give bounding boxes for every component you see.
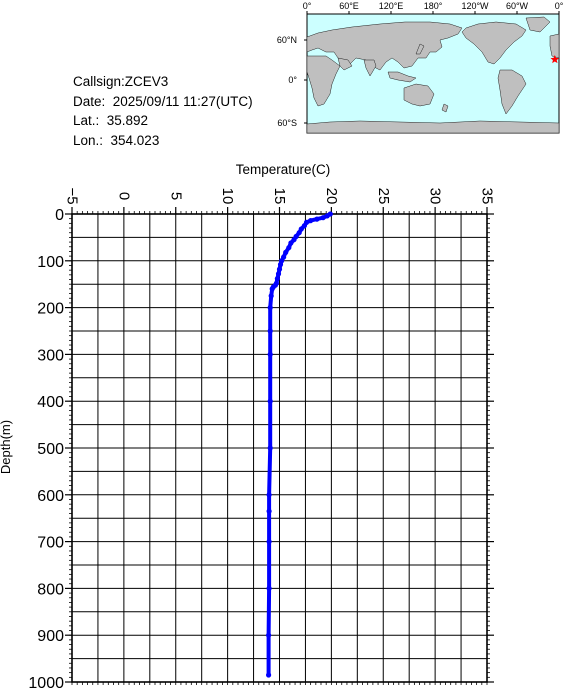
y-tick-label: 400 (37, 394, 64, 411)
temperature-point (268, 293, 274, 299)
y-axis-label: Depth(m) (0, 420, 13, 474)
landmass-south-america (497, 69, 527, 115)
temperature-point (277, 261, 284, 268)
landmass-africa (306, 55, 341, 107)
x-axis-label: Temperature(C) (236, 162, 331, 177)
x-tick-label: 35 (479, 188, 496, 205)
world-map: 0° 60°E 120°E 180° 120°W 60°W 0° 60°N 0° 60°S (277, 1, 564, 134)
map-lon-label: 60°W (506, 1, 529, 11)
landmass-australia (403, 83, 435, 107)
landmass-north-america (461, 21, 527, 65)
map-landmasses (306, 16, 560, 134)
temperature-point (288, 240, 294, 246)
y-tick-labels: 0 100 200 300 400 500 600 700 800 900 1000 (28, 207, 494, 690)
landmass-india (363, 59, 377, 77)
map-lon-label: 0° (555, 1, 564, 11)
callsign-label: Callsign:ZCEV3 (73, 74, 169, 89)
temperature-point (266, 672, 272, 678)
y-tick-label: 900 (37, 628, 64, 645)
x-tick-label: 0 (115, 192, 132, 200)
temperature-point (266, 508, 272, 514)
y-tick-label: 0 (55, 207, 64, 224)
y-tick-label: 800 (37, 581, 64, 598)
x-tick-label: 25 (375, 188, 392, 205)
temperature-point (267, 445, 273, 451)
map-labels: 0° 60°E 120°E 180° 120°W 60°W 0° 60°N 0° 60°S (277, 1, 564, 128)
landmass-greenland (525, 16, 551, 33)
temperature-point (324, 213, 330, 219)
x-tick-label: 5 (167, 192, 184, 200)
station-info: Callsign:ZCEV3 Date: 2025/09/11 11:27(UT… (73, 72, 253, 150)
station-marker-icon (550, 55, 560, 64)
x-tick-label: 30 (427, 188, 444, 205)
temperature-point (266, 539, 272, 545)
temperature-point (301, 223, 307, 229)
temperature-point (267, 398, 273, 404)
map-lon-label: 120°W (461, 1, 489, 11)
x-tick-label: 15 (271, 188, 288, 205)
y-tick-label: 500 (37, 441, 64, 458)
landmass-new-zealand (441, 103, 449, 113)
temperature-point (267, 305, 273, 311)
temperature-point (267, 351, 273, 357)
temperature-point (276, 266, 283, 272)
temperature-point (275, 271, 282, 277)
plot-grid (71, 213, 488, 683)
landmass-arabia (337, 57, 353, 71)
temperature-point (266, 632, 272, 638)
temperature-point (283, 249, 289, 255)
map-lat-label: 60°N (277, 35, 297, 45)
temperature-point (320, 215, 326, 221)
profile-plot: −5 0 5 10 15 20 25 30 35 01002003004005006007008… (0, 162, 496, 690)
map-lon-label: 120°E (379, 1, 404, 11)
y-tick-label: 700 (37, 535, 64, 552)
temperature-point (286, 245, 292, 251)
temperature-point (274, 276, 280, 282)
temperature-point (291, 237, 297, 243)
x-tick-label: −5 (64, 187, 81, 204)
temperature-point (269, 286, 275, 292)
map-lon-label: 180° (424, 1, 443, 11)
landmass-indonesia (387, 71, 417, 83)
landmass-antarctica (306, 120, 560, 134)
map-lon-label: 60°E (339, 1, 359, 11)
landmass-eurasia (306, 21, 463, 71)
map-marker-layer (550, 55, 560, 64)
longitude-label: Lon.: 354.023 (73, 132, 160, 148)
y-tick-label: 300 (37, 347, 64, 364)
x-tick-label: 10 (219, 188, 236, 205)
landmass-japan (415, 43, 425, 55)
temperature-point (296, 230, 302, 236)
temperature-point (308, 218, 314, 224)
latitude-label: Lat.: 35.892 (73, 113, 149, 128)
date-label: Date: 2025/09/11 11:27(UTC) (73, 93, 253, 109)
temperature-point (314, 216, 320, 222)
y-tick-label: 100 (37, 254, 64, 271)
y-tick-label: 600 (37, 488, 64, 505)
x-tick-labels: −5 0 5 10 15 20 25 30 35 (64, 187, 496, 214)
temperature-point (266, 585, 272, 592)
temperature-point (266, 492, 272, 498)
map-lat-label: 60°S (277, 118, 297, 128)
y-tick-label: 1000 (28, 675, 64, 690)
x-tick-label: 20 (323, 188, 340, 205)
temperature-point (267, 328, 273, 334)
map-lat-label: 0° (288, 75, 297, 85)
y-tick-label: 200 (37, 301, 64, 318)
map-lon-label: 0° (303, 1, 312, 11)
series-layer (266, 211, 333, 678)
